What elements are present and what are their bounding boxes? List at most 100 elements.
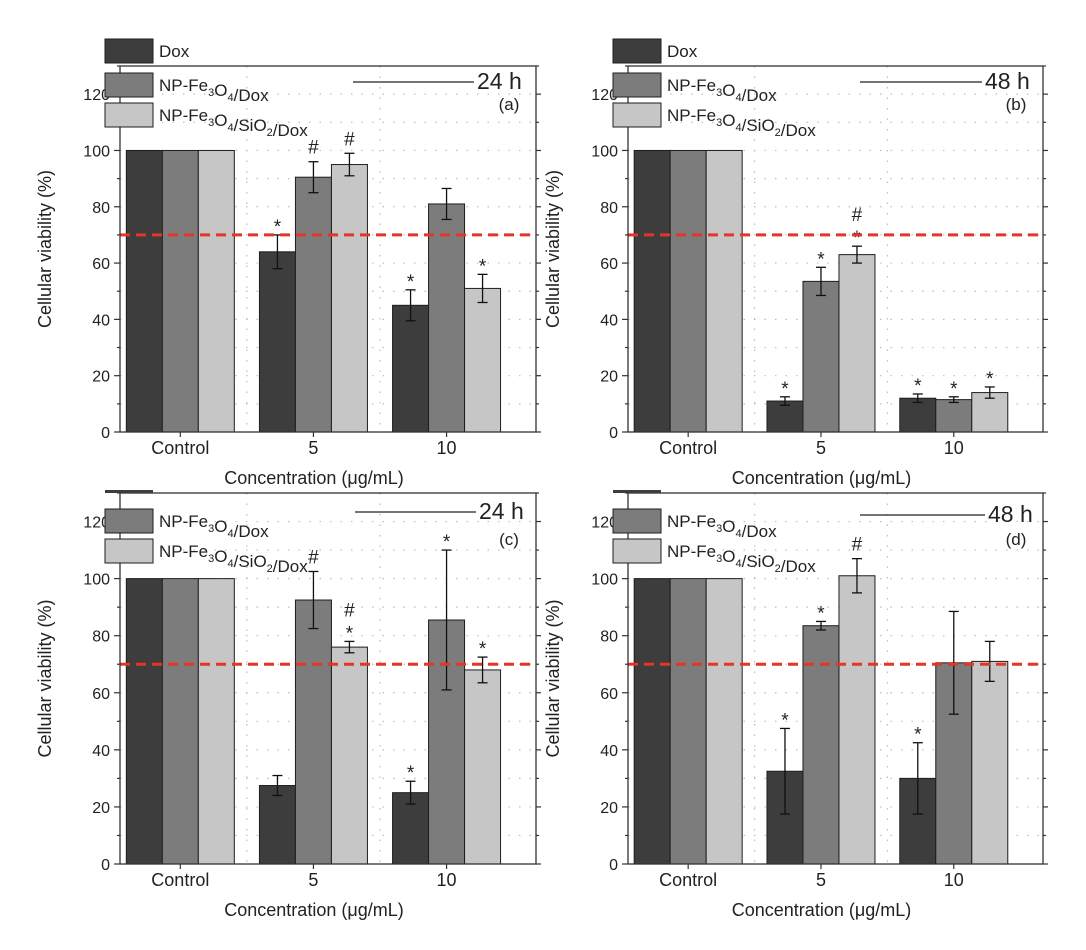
y-tick-label: 40 [92,743,110,760]
legend-swatch-np-fe3o4-dox [104,508,154,534]
y-tick-label: 40 [92,312,110,329]
legend-swatch-dox [613,490,661,493]
significance-hash: # [852,535,863,556]
x-tick-label: Control [659,438,717,458]
y-axis-title: Cellular viability (%) [543,599,563,757]
y-axis-title: Cellular viability (%) [35,599,55,757]
plot-frame [627,492,1044,865]
x-tick-label: 10 [437,870,457,890]
y-tick-label: 100 [591,572,618,589]
y-tick-label: 0 [609,857,618,874]
bar-dox-1 [258,251,296,433]
significance-star: * [853,228,861,249]
y-tick-label: 100 [591,143,618,160]
x-axis-title: Concentration (μg/mL) [732,468,911,488]
y-tick-label: 40 [600,312,618,329]
y-tick-label: 80 [92,629,110,646]
y-tick-label: 120 [83,87,110,104]
bar-np-fe3o4-dox-1 [802,625,840,865]
plot-frame [119,65,537,433]
y-tick-label: 80 [600,200,618,217]
panel-label: (c) [499,530,519,549]
bar-np-fe3o4-sio2-dox-1 [330,646,368,865]
y-tick-label: 60 [92,256,110,273]
y-tick-label: 0 [609,425,618,442]
y-tick-label: 80 [600,629,618,646]
significance-star: * [479,256,487,277]
y-tick-label: 20 [600,800,618,817]
legend-label: NP-Fe3O4/SiO2/Dox [159,542,308,576]
x-tick-label: 5 [308,870,318,890]
significance-star: * [781,710,789,731]
y-tick-label: 100 [83,143,110,160]
y-tick-label: 20 [92,369,110,386]
significance-hash: # [344,129,355,150]
legend-swatch-np-fe3o4-dox [612,508,662,534]
panel-label: (b) [1006,95,1027,114]
x-tick-label: Control [151,870,209,890]
x-tick-label: 10 [944,870,964,890]
significance-star: * [817,249,825,270]
bar-dox-0 [125,578,163,865]
legend-label: NP-Fe3O4/Dox [667,512,777,541]
significance-star: * [781,379,789,400]
panel-b: Control***#5* * *10020406080100120Cellular… [543,38,1048,488]
x-axis-title: Concentration (μg/mL) [732,900,911,920]
bar-dox-0 [633,578,671,865]
y-tick-label: 60 [600,686,618,703]
bar-np-fe3o4-sio2-dox-1 [838,254,876,433]
significance-star: * [443,532,451,553]
y-tick-label: 120 [83,515,110,532]
y-tick-label: 100 [83,572,110,589]
panel-label: (d) [1006,530,1027,549]
plot-frame [627,65,1044,433]
significance-hash: # [308,547,319,568]
bar-np-fe3o4-sio2-dox-0 [197,149,235,433]
legend-swatch-np-fe3o4-sio2-dox [612,538,662,564]
bar-np-fe3o4-dox-0 [161,149,199,433]
legend-label: NP-Fe3O4/Dox [667,76,777,105]
y-tick-label: 60 [92,686,110,703]
panel-c: Control#*#5***10020406080100120Cellular … [35,490,541,920]
bar-np-fe3o4-sio2-dox-0 [705,149,743,433]
legend-label: NP-Fe3O4/SiO2/Dox [667,542,816,576]
legend-swatch-np-fe3o4-dox [612,72,662,98]
x-axis-title: Concentration (μg/mL) [224,468,403,488]
legend-swatch-dox [104,38,154,64]
bar-np-fe3o4-sio2-dox-1 [838,575,876,865]
significance-star: * [817,603,825,624]
bar-np-fe3o4-sio2-dox-0 [197,578,235,865]
x-axis-title: Concentration (μg/mL) [224,900,403,920]
bar-np-fe3o4-sio2-dox-2 [971,392,1009,433]
y-tick-label: 120 [591,515,618,532]
significance-hash: # [344,600,355,621]
legend-swatch-np-fe3o4-sio2-dox [104,538,154,564]
y-tick-label: 0 [101,425,110,442]
y-tick-label: 40 [600,743,618,760]
significance-star: * [986,369,994,390]
significance-star: * [407,272,415,293]
bar-dox-0 [125,149,163,433]
y-tick-label: 20 [600,369,618,386]
bar-np-fe3o4-dox-0 [669,149,707,433]
bar-np-fe3o4-dox-0 [669,578,707,865]
bar-dox-0 [633,149,671,433]
y-tick-label: 60 [600,256,618,273]
bar-dox-2 [392,304,430,433]
legend-label: NP-Fe3O4/SiO2/Dox [667,106,816,140]
bar-np-fe3o4-dox-2 [428,203,466,433]
significance-hash: # [308,138,319,159]
legend-swatch-np-fe3o4-dox [104,72,154,98]
time-label: 24 h [479,498,524,524]
bar-np-fe3o4-sio2-dox-0 [705,578,743,865]
x-tick-label: 10 [944,438,964,458]
legend-swatch-np-fe3o4-sio2-dox [612,102,662,128]
x-tick-label: 5 [816,870,826,890]
time-label: 48 h [988,501,1033,527]
bar-np-fe3o4-sio2-dox-2 [971,660,1009,865]
y-tick-label: 120 [591,87,618,104]
legend-swatch-dox [105,490,153,493]
